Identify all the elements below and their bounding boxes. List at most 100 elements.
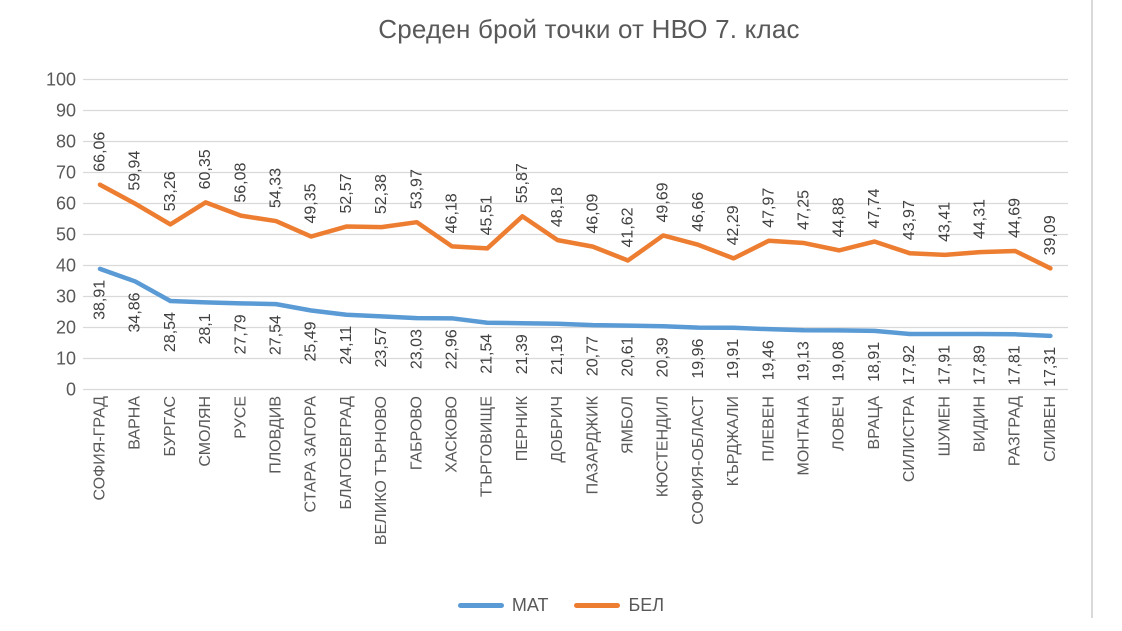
data-label-mat: 23,03 [408,329,425,369]
data-label-mat: 17,92 [901,345,918,385]
legend-item-mat: МАТ [457,594,549,616]
data-label-mat: 20,39 [655,337,672,377]
data-label-mat: 24,11 [338,326,355,365]
category-label: ВАРНА [127,396,144,450]
y-axis-tick-label: 40 [56,256,76,276]
data-label-mat: 20,61 [620,337,637,377]
y-axis-tick-label: 100 [46,70,76,90]
y-axis-tick-label: 60 [56,194,76,214]
category-label: ПЛОВДИВ [268,396,285,474]
window-edge-border [1091,0,1093,618]
category-label: ШУМЕН [936,396,953,456]
data-label-bel: 41,62 [620,207,637,247]
data-label-bel: 39,09 [1042,215,1059,255]
data-label-bel: 53,26 [162,171,179,211]
data-label-bel: 45,51 [479,195,496,235]
data-label-bel: 60,35 [197,149,214,189]
category-label: СТАРА ЗАГОРА [303,396,320,513]
data-label-mat: 38,91 [92,280,109,320]
data-label-mat: 17,81 [1007,345,1024,385]
y-axis-tick-label: 20 [56,318,76,338]
bel-series-line [97,182,1053,271]
y-axis-tick-label: 50 [56,225,76,245]
category-label: ПЛЕВЕН [760,396,777,462]
data-label-bel: 47,74 [866,188,883,228]
data-label-bel: 49,35 [303,183,320,223]
bel-series-swatch [574,602,621,608]
data-label-bel: 44,88 [831,197,848,237]
category-label: СОФИЯ-ОБЛАСТ [690,396,707,525]
y-axis-tick-label: 90 [56,101,76,121]
category-label: КЪРДЖАЛИ [725,396,742,486]
data-label-mat: 28,1 [197,313,214,344]
data-label-bel: 66,06 [92,132,109,172]
data-label-bel: 43,41 [936,202,953,242]
data-label-mat: 19,13 [796,341,813,381]
data-label-bel: 42,29 [725,205,742,245]
data-label-bel: 52,38 [373,174,390,214]
category-label: ЛОВЕЧ [831,396,848,451]
data-label-mat: 21,39 [514,334,531,374]
data-label-mat: 20,77 [584,336,601,376]
category-label: РАЗГРАД [1007,396,1024,466]
data-label-mat: 19,91 [725,339,742,379]
category-label: ГАБРОВО [408,396,425,470]
data-label-mat: 21,54 [479,334,496,374]
data-label-mat: 19,08 [831,341,848,381]
mat-series-label: МАТ [511,594,549,615]
category-label: СЛИВЕН [1042,396,1059,462]
data-label-mat: 22,96 [444,329,461,369]
data-label-mat: 18,91 [866,342,883,382]
data-label-bel: 46,66 [690,192,707,232]
data-label-mat: 19,96 [690,339,707,379]
category-label: КЮСТЕНДИЛ [655,396,672,497]
category-label: БЛАГОЕВГРАД [338,396,355,510]
category-label: ХАСКОВО [444,396,461,473]
data-label-mat: 17,31 [1042,347,1059,387]
category-label: ПАЗАРДЖИК [584,395,601,494]
data-label-bel: 53,97 [408,169,425,209]
category-label: ВИДИН [972,396,989,452]
data-label-bel: 44,69 [1007,198,1024,238]
data-label-bel: 44,31 [972,199,989,239]
data-label-bel: 47,97 [760,188,777,228]
data-label-mat: 27,54 [268,315,285,355]
data-label-mat: 21,19 [549,335,566,375]
data-label-mat: 28,54 [162,312,179,352]
bel-series-label: БЕЛ [628,594,665,615]
mat-series-line [97,266,1053,339]
category-label: ТЪРГОВИЩЕ [479,396,496,497]
category-label: СОФИЯ-ГРАД [92,396,109,501]
y-axis-tick-label: 80 [56,132,76,152]
legend-item-bel: БЕЛ [574,595,664,616]
category-label: ВРАЦА [866,396,883,450]
y-axis-tick-label: 0 [66,380,76,400]
data-label-mat: 17,89 [972,345,989,385]
data-label-mat: 17,91 [936,345,953,385]
data-label-bel: 54,33 [268,168,285,208]
data-label-bel: 49,69 [655,182,672,222]
data-label-bel: 55,87 [514,163,531,203]
chart-title: Среден брой точки от НВО 7. клас [378,14,800,44]
data-label-bel: 47,25 [796,190,813,230]
data-label-mat: 34,86 [127,292,144,332]
category-label: ДОБРИЧ [549,396,566,463]
data-label-bel: 59,94 [127,151,144,191]
category-label: СИЛИСТРА [901,396,918,482]
data-label-bel: 43,97 [901,200,918,240]
data-label-bel: 48,18 [549,187,566,227]
category-label: ПЕРНИК [514,395,531,461]
category-label: ЯМБОЛ [620,396,637,454]
data-label-mat: 27,79 [232,314,249,354]
category-label: СМОЛЯН [197,396,214,467]
data-label-bel: 52,57 [338,173,355,213]
data-label-bel: 56,08 [232,163,249,203]
mat-series-swatch [457,602,504,608]
chart-legend: МАТ БЕЛ [0,592,1122,618]
data-label-bel: 46,09 [584,193,601,233]
category-label: ВЕЛИКО ТЪРНОВО [373,396,390,545]
category-label: БУРГАС [162,396,179,456]
data-label-bel: 46,18 [444,193,461,233]
